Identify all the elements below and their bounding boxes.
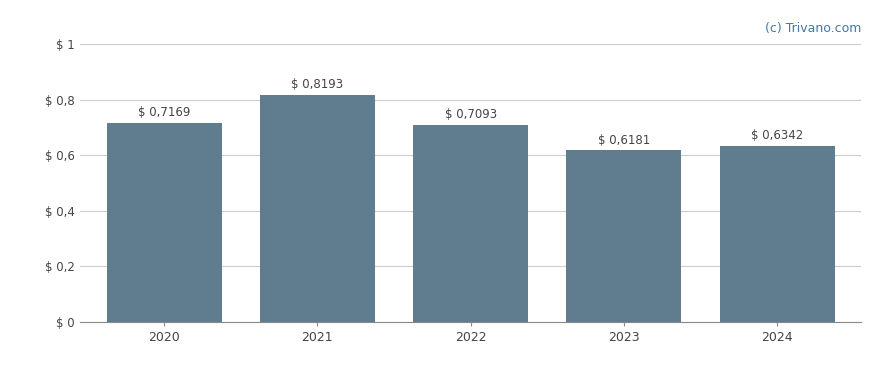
Bar — [719, 146, 835, 322]
Bar — [567, 150, 681, 322]
Text: $ 0,7093: $ 0,7093 — [445, 108, 496, 121]
Text: $ 0,8193: $ 0,8193 — [291, 78, 344, 91]
Bar — [107, 123, 222, 322]
Text: $ 0,6342: $ 0,6342 — [751, 129, 804, 142]
Text: (c) Trivano.com: (c) Trivano.com — [765, 22, 861, 35]
Text: $ 0,6181: $ 0,6181 — [598, 134, 650, 147]
Text: $ 0,7169: $ 0,7169 — [138, 106, 190, 120]
Bar — [413, 125, 528, 322]
Bar — [260, 95, 375, 322]
